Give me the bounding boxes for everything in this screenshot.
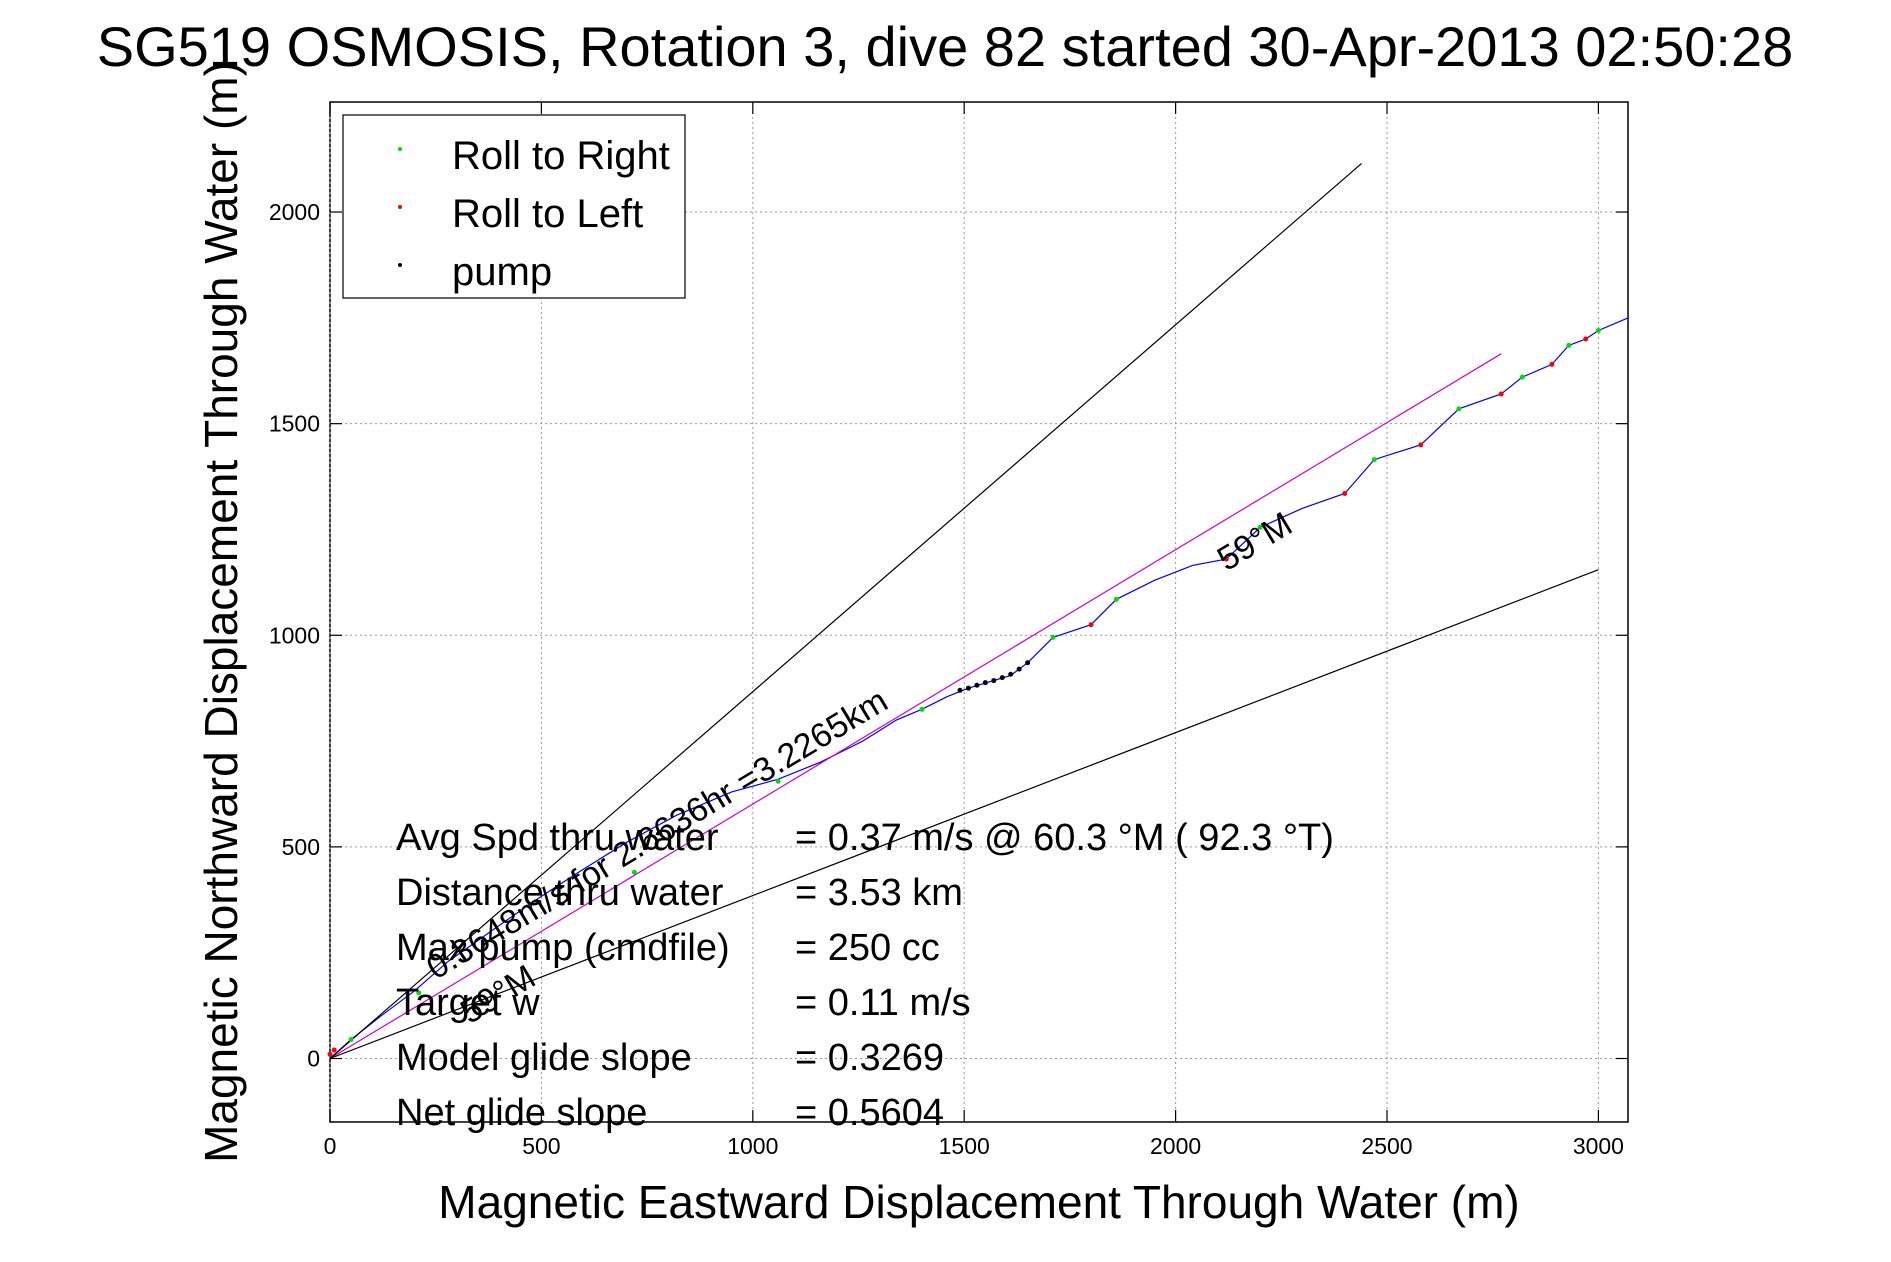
pump-marker bbox=[999, 675, 1005, 681]
x-tick-label: 1000 bbox=[727, 1133, 778, 1159]
legend-marker-roll-right bbox=[398, 147, 402, 151]
roll-right-marker bbox=[1519, 374, 1525, 380]
stat-label: Distance thru water bbox=[396, 872, 724, 914]
stat-label: Net glide slope bbox=[396, 1092, 647, 1134]
legend-entry-roll-left: Roll to Left bbox=[452, 192, 643, 236]
roll-left-marker bbox=[1583, 336, 1589, 342]
legend-marker-roll-left bbox=[398, 205, 402, 209]
pump-marker bbox=[957, 687, 963, 693]
x-tick-label: 3000 bbox=[1573, 1133, 1624, 1159]
roll-right-marker bbox=[348, 1036, 354, 1042]
y-axis-label: Magnetic Northward Displacement Through … bbox=[195, 61, 247, 1163]
x-tick-label: 1500 bbox=[939, 1133, 990, 1159]
roll-right-marker bbox=[1456, 406, 1462, 412]
stat-value: = 250 cc bbox=[795, 927, 940, 969]
pump-marker bbox=[991, 678, 997, 684]
roll-left-marker bbox=[331, 1047, 337, 1053]
roll-right-marker bbox=[1257, 524, 1263, 530]
roll-left-marker bbox=[327, 1051, 333, 1057]
y-tick-label: 1500 bbox=[269, 411, 320, 437]
pump-marker bbox=[1025, 660, 1031, 666]
y-tick-label: 2000 bbox=[269, 199, 320, 225]
pump-marker bbox=[982, 680, 988, 686]
stat-label: Model glide slope bbox=[396, 1037, 692, 1079]
x-tick-label: 2000 bbox=[1150, 1133, 1201, 1159]
stat-label: Avg Spd thru water bbox=[396, 817, 719, 859]
legend: Roll to Right Roll to Left pump bbox=[342, 114, 686, 299]
roll-left-marker bbox=[1088, 622, 1094, 628]
roll-right-marker bbox=[631, 869, 637, 875]
roll-left-marker bbox=[1418, 442, 1424, 448]
stat-label: Max pump (cmdfile) bbox=[396, 927, 730, 969]
stat-value: = 0.11 m/s bbox=[795, 982, 971, 1024]
roll-right-marker bbox=[1113, 596, 1119, 602]
pump-marker bbox=[965, 685, 971, 691]
pump-marker bbox=[974, 682, 980, 688]
roll-left-marker bbox=[1342, 490, 1348, 496]
roll-right-marker bbox=[775, 778, 781, 784]
heading-line bbox=[329, 353, 1502, 1060]
roll-right-marker bbox=[919, 706, 925, 712]
x-axis-label: Magnetic Eastward Displacement Through W… bbox=[438, 1176, 1519, 1228]
y-tick-label: 500 bbox=[282, 834, 320, 860]
chart-title: SG519 OSMOSIS, Rotation 3, dive 82 start… bbox=[97, 15, 1794, 78]
pump-marker bbox=[1016, 666, 1022, 672]
roll-right-marker bbox=[1566, 342, 1572, 348]
roll-right-marker bbox=[1371, 457, 1377, 463]
stat-value: = 0.5604 bbox=[795, 1092, 944, 1134]
axis-ticks: 0 500 1000 1500 2000 2500 3000 0 500 1000 1500 2000 bbox=[269, 102, 1628, 1159]
legend-marker-pump bbox=[398, 263, 402, 267]
stat-label: Target w bbox=[396, 982, 540, 1024]
roll-left-marker bbox=[1498, 391, 1504, 397]
legend-entry-roll-right: Roll to Right bbox=[452, 134, 670, 178]
x-tick-label: 500 bbox=[522, 1133, 560, 1159]
roll-left-marker bbox=[1223, 556, 1229, 562]
legend-entry-pump: pump bbox=[452, 250, 552, 294]
y-tick-label: 0 bbox=[307, 1046, 320, 1072]
roll-right-marker bbox=[416, 990, 422, 996]
roll-left-marker bbox=[1549, 361, 1555, 367]
stat-value: = 0.37 m/s @ 60.3 °M ( 92.3 °T) bbox=[795, 817, 1334, 859]
y-tick-label: 1000 bbox=[269, 622, 320, 648]
upper-bound-line bbox=[329, 162, 1362, 1059]
lower-bound-line bbox=[329, 569, 1599, 1060]
stat-value: = 0.3269 bbox=[795, 1037, 944, 1079]
grid bbox=[329, 102, 1628, 1122]
stats-block: Avg Spd thru water = 0.37 m/s @ 60.3 °M (… bbox=[396, 817, 1334, 1134]
roll-right-marker bbox=[1595, 328, 1601, 334]
roll-right-marker bbox=[1050, 634, 1056, 640]
pump-marker bbox=[1008, 671, 1014, 677]
x-tick-label: 0 bbox=[324, 1133, 337, 1159]
x-tick-label: 2500 bbox=[1361, 1133, 1412, 1159]
stat-value: = 3.53 km bbox=[795, 872, 963, 914]
data-markers bbox=[327, 328, 1601, 1057]
